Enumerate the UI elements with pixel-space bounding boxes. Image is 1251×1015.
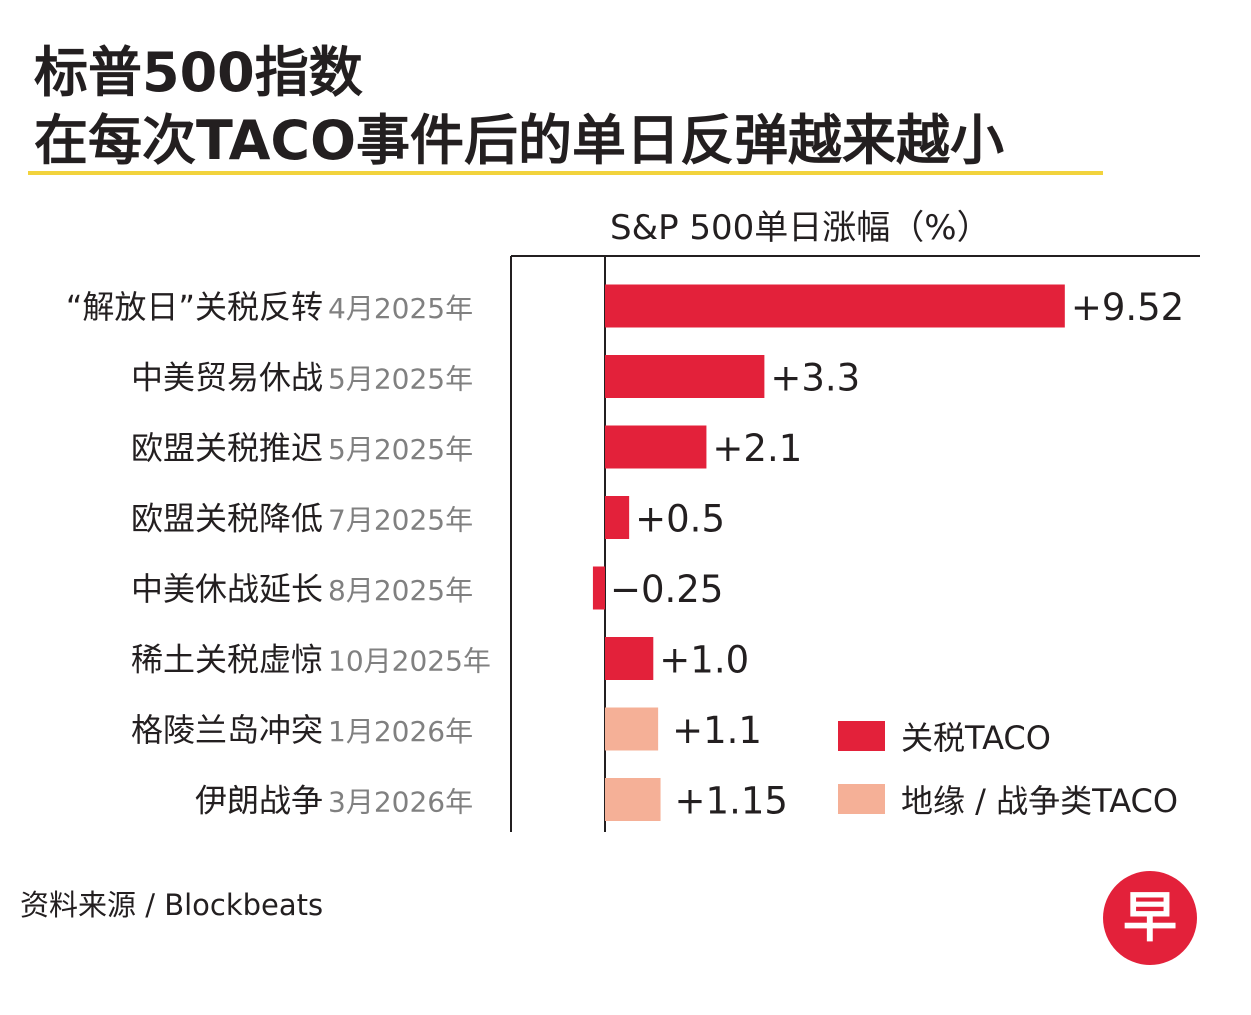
- value-label-0: +9.52: [1071, 286, 1184, 329]
- title-divider: [28, 171, 1103, 175]
- value-label-7: +1.15: [675, 780, 788, 823]
- value-label-1: +3.3: [770, 357, 860, 400]
- category-date-4: 8月2025年: [328, 574, 473, 607]
- category-date-3: 7月2025年: [328, 504, 473, 537]
- value-label-6: +1.1: [672, 709, 762, 752]
- category-date-6: 1月2026年: [328, 715, 473, 748]
- page-title-line-1: 标普500指数: [34, 41, 363, 104]
- category-label-3: 欧盟关税降低: [131, 500, 323, 538]
- category-label-2: 欧盟关税推迟: [131, 429, 323, 467]
- category-label-1: 中美贸易休战: [131, 359, 323, 397]
- legend-swatch-tariff: [838, 721, 885, 751]
- zaobao-logo: 早: [1103, 871, 1197, 965]
- value-label-5: +1.0: [659, 639, 749, 682]
- source-note: 资料来源 / Blockbeats: [20, 888, 324, 922]
- category-label-0: “解放日”关税反转: [66, 288, 323, 326]
- category-date-1: 5月2025年: [328, 363, 473, 396]
- logo-char: 早: [1123, 886, 1177, 949]
- bar-6: [605, 707, 659, 751]
- logo-circle: [1103, 871, 1197, 965]
- legend-swatch-geo: [838, 784, 885, 814]
- bar-5: [605, 637, 654, 680]
- page-title-line-2: 在每次TACO事件后的单日反弹越来越小: [34, 109, 1004, 172]
- bar-4: [592, 566, 605, 610]
- category-date-2: 5月2025年: [328, 433, 473, 466]
- chart-axis-title: S&P 500单日涨幅（%）: [610, 208, 991, 248]
- legend-item-geo: 地缘 / 战争类TACO: [838, 779, 1179, 820]
- value-label-2: +2.1: [712, 427, 802, 470]
- value-label-4: −0.25: [610, 568, 723, 611]
- value-label-3: +0.5: [635, 498, 725, 541]
- bar-0: [605, 284, 1065, 328]
- category-label-4: 中美休战延长: [131, 570, 323, 608]
- category-label-7: 伊朗战争: [195, 782, 323, 820]
- category-date-0: 4月2025年: [328, 292, 473, 325]
- legend-label-tariff: 关税TACO: [901, 719, 1051, 757]
- legend-item-tariff: 关税TACO: [838, 716, 1051, 757]
- category-date-7: 3月2026年: [328, 786, 473, 819]
- bar-3: [605, 496, 630, 539]
- category-label-5: 稀土关税虚惊: [131, 641, 323, 679]
- category-label-6: 格陵兰岛冲突: [131, 711, 323, 749]
- bar-7: [605, 778, 661, 821]
- bar-2: [605, 425, 707, 469]
- legend-label-geo: 地缘 / 战争类TACO: [901, 782, 1179, 820]
- category-date-5: 10月2025年: [328, 645, 491, 678]
- bar-1: [605, 355, 765, 398]
